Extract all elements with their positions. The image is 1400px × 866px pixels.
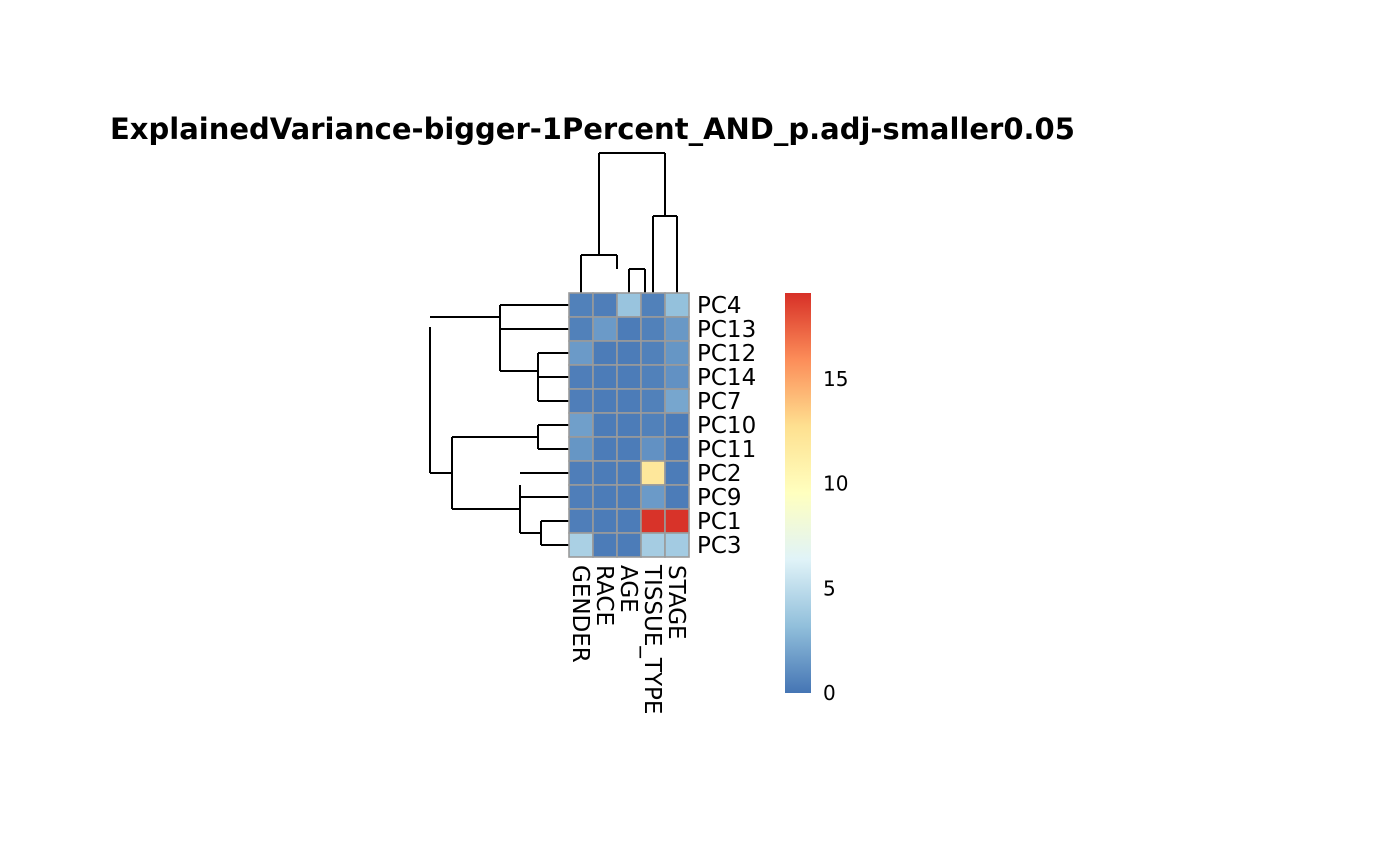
heatmap-cell [664, 532, 690, 558]
heatmap-cell [616, 532, 642, 558]
column-dendrogram [580, 152, 678, 293]
row-label: PC11 [697, 437, 756, 463]
heatmap-cell [592, 316, 618, 342]
heatmap-cell [640, 292, 666, 318]
heatmap-cell [568, 340, 594, 366]
heatmap-cell [616, 412, 642, 438]
column-label: GENDER [567, 565, 593, 663]
heatmap-cell [640, 316, 666, 342]
column-label: TISSUE_TYPE [639, 564, 665, 714]
row-label: PC2 [697, 461, 742, 487]
heatmap-cell [616, 460, 642, 486]
heatmap-cell [592, 484, 618, 510]
heatmap-cell [568, 532, 594, 558]
heatmap-cell [664, 460, 690, 486]
legend-tick-label: 0 [823, 681, 836, 705]
legend-tick-label: 5 [823, 576, 836, 600]
heatmap-cell [616, 340, 642, 366]
row-label: PC12 [697, 341, 756, 367]
row-label: PC14 [697, 365, 756, 391]
heatmap-cell [640, 460, 666, 486]
heatmap-cell [664, 436, 690, 462]
heatmap-cell [664, 412, 690, 438]
row-label: PC9 [697, 485, 742, 511]
heatmap-cell [568, 316, 594, 342]
row-label: PC13 [697, 317, 756, 343]
heatmap-cell [640, 532, 666, 558]
heatmap-cell [616, 388, 642, 414]
heatmap-cell [592, 340, 618, 366]
heatmap-cell [664, 508, 690, 534]
color-legend: 0 5 10 15 [785, 293, 848, 705]
heatmap-cell [568, 364, 594, 390]
row-label: PC3 [697, 533, 742, 559]
heatmap-cell [568, 412, 594, 438]
heatmap-cell [640, 412, 666, 438]
heatmap-cell [640, 388, 666, 414]
heatmap-cell [664, 484, 690, 510]
heatmap-cell [592, 508, 618, 534]
heatmap-cell [616, 316, 642, 342]
column-label: RACE [591, 565, 617, 626]
heatmap-cell [592, 436, 618, 462]
heatmap-cell [592, 532, 618, 558]
heatmap-cell [640, 364, 666, 390]
heatmap-cell [592, 292, 618, 318]
heatmap-cell [616, 484, 642, 510]
heatmap-cell [616, 292, 642, 318]
heatmap-cell [616, 364, 642, 390]
heatmap-cells [568, 292, 690, 558]
heatmap-cell [592, 412, 618, 438]
heatmap-cell [616, 436, 642, 462]
row-label: PC1 [697, 509, 742, 535]
heatmap-cell [592, 460, 618, 486]
row-label: PC4 [697, 293, 742, 319]
heatmap-cell [640, 340, 666, 366]
legend-ticks: 0 5 10 15 [823, 367, 848, 705]
row-label: PC10 [697, 413, 756, 439]
legend-tick-label: 15 [823, 367, 848, 391]
heatmap-cell [568, 292, 594, 318]
heatmap-cell [616, 508, 642, 534]
row-dendrogram [429, 304, 569, 546]
legend-tick-label: 10 [823, 472, 848, 496]
heatmap-cell [640, 484, 666, 510]
heatmap-cell [640, 436, 666, 462]
column-label: AGE [615, 565, 641, 613]
heatmap-cell [664, 316, 690, 342]
heatmap-cell [568, 508, 594, 534]
heatmap-cell [664, 364, 690, 390]
heatmap-cell [592, 364, 618, 390]
heatmap-cell [640, 508, 666, 534]
heatmap-cell [568, 484, 594, 510]
heatmap-cell [568, 460, 594, 486]
heatmap-cell [664, 292, 690, 318]
chart-title: ExplainedVariance-bigger-1Percent_AND_p.… [110, 112, 1075, 146]
heatmap-cell [568, 436, 594, 462]
column-label: STAGE [663, 565, 689, 640]
heatmap-cell [592, 388, 618, 414]
legend-color-bar [785, 293, 811, 693]
row-label: PC7 [697, 389, 742, 415]
heatmap-cell [568, 388, 594, 414]
heatmap-cell [664, 340, 690, 366]
heatmap-cell [664, 388, 690, 414]
